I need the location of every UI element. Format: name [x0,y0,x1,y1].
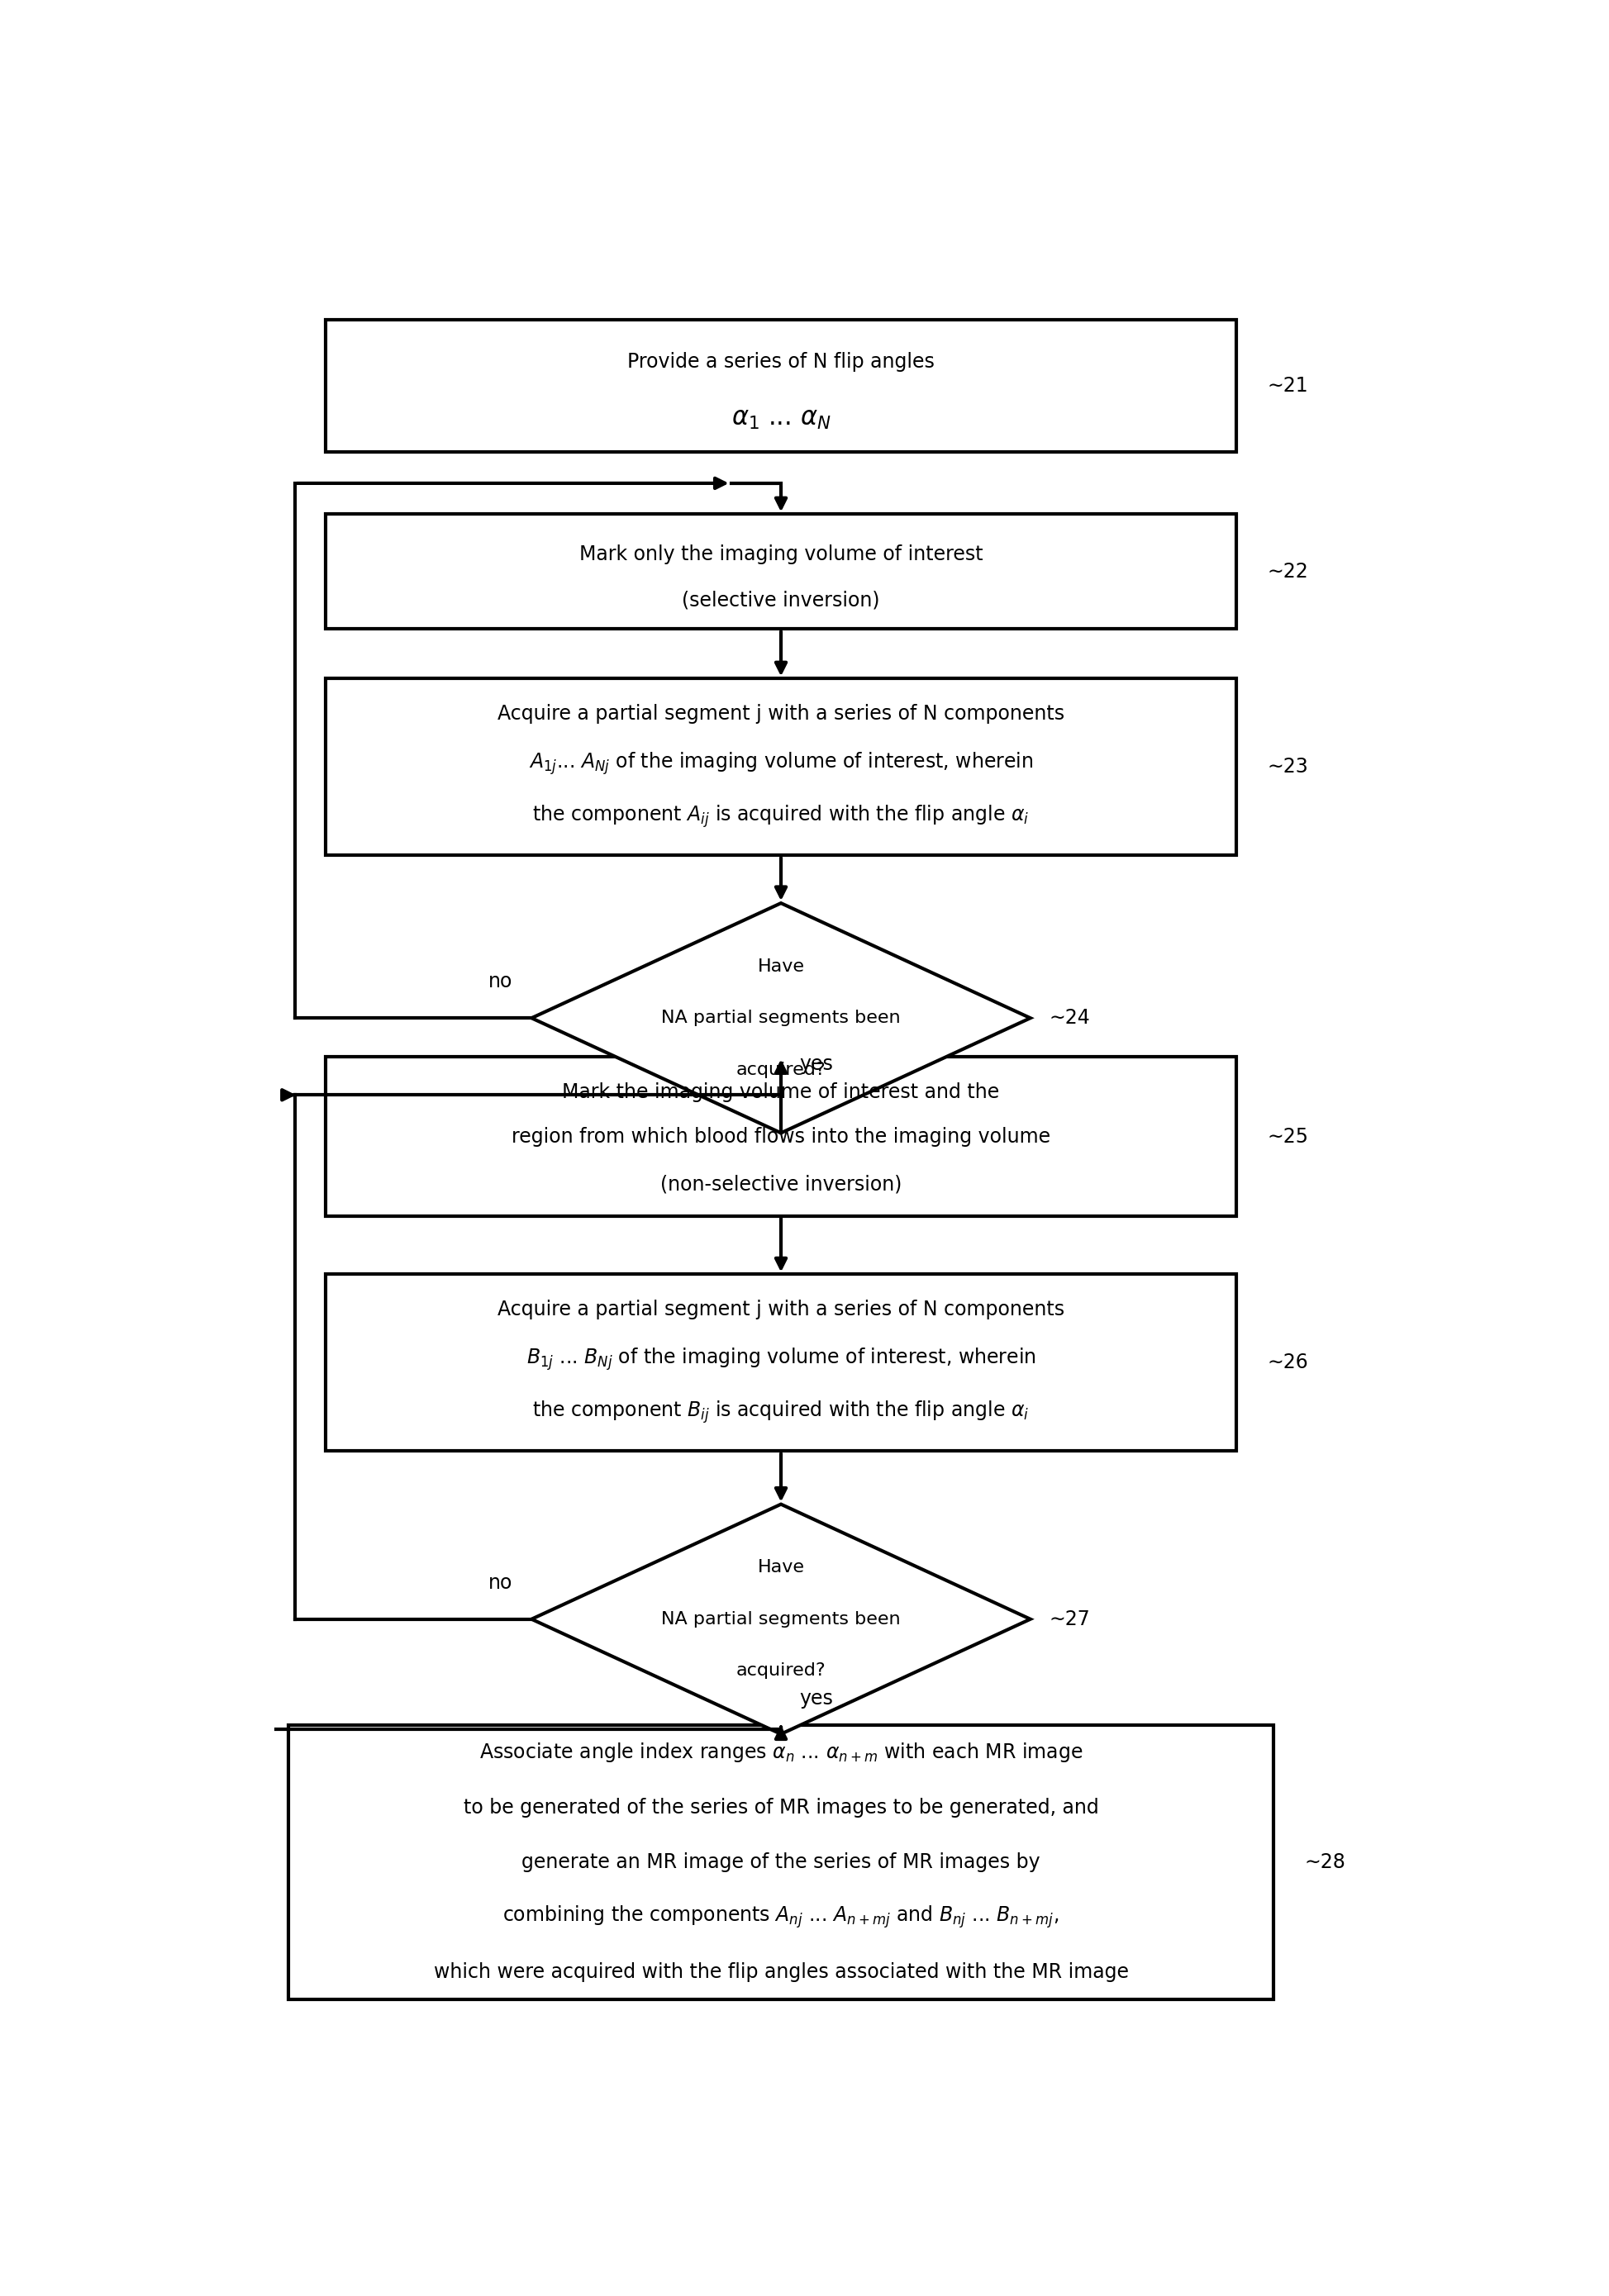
Text: ∼21: ∼21 [1268,377,1308,395]
Text: Acquire a partial segment j with a series of N components: Acquire a partial segment j with a serie… [497,705,1065,723]
Text: to be generated of the series of MR images to be generated, and: to be generated of the series of MR imag… [463,1798,1099,1818]
Text: ∼25: ∼25 [1268,1127,1308,1146]
FancyBboxPatch shape [327,1056,1236,1217]
Text: acquired?: acquired? [735,1662,825,1678]
Text: yes: yes [800,1688,833,1708]
Text: the component $B_{ij}$ is acquired with the flip angle $\alpha_i$: the component $B_{ij}$ is acquired with … [533,1398,1030,1426]
Polygon shape [531,1504,1030,1733]
Text: no: no [489,971,513,992]
Text: Have: Have [758,1559,804,1575]
Text: (non-selective inversion): (non-selective inversion) [660,1173,901,1194]
Text: ∼23: ∼23 [1268,758,1308,776]
Polygon shape [531,902,1030,1132]
Text: region from which blood flows into the imaging volume: region from which blood flows into the i… [512,1127,1051,1146]
Text: Have: Have [758,957,804,974]
Text: $A_{1j}$... $A_{Nj}$ of the imaging volume of interest, wherein: $A_{1j}$... $A_{Nj}$ of the imaging volu… [529,751,1033,776]
Text: ∼26: ∼26 [1268,1352,1308,1373]
Text: ∼27: ∼27 [1049,1609,1091,1630]
Text: Acquire a partial segment j with a series of N components: Acquire a partial segment j with a serie… [497,1300,1065,1320]
Text: NA partial segments been: NA partial segments been [661,1010,901,1026]
Text: generate an MR image of the series of MR images by: generate an MR image of the series of MR… [521,1853,1041,1871]
FancyBboxPatch shape [327,680,1236,856]
FancyBboxPatch shape [327,319,1236,452]
Text: Provide a series of N flip angles: Provide a series of N flip angles [628,351,935,372]
FancyBboxPatch shape [288,1724,1274,2000]
Text: $\alpha_1$ ... $\alpha_N$: $\alpha_1$ ... $\alpha_N$ [730,406,830,432]
FancyBboxPatch shape [327,514,1236,629]
Text: ∼22: ∼22 [1268,563,1308,581]
Text: the component $A_{ij}$ is acquired with the flip angle $\alpha_i$: the component $A_{ij}$ is acquired with … [533,804,1030,829]
Text: acquired?: acquired? [735,1061,825,1079]
Text: (selective inversion): (selective inversion) [682,590,880,611]
Text: which were acquired with the flip angles associated with the MR image: which were acquired with the flip angles… [433,1961,1128,1981]
Text: NA partial segments been: NA partial segments been [661,1612,901,1628]
Text: no: no [489,1573,513,1593]
Text: ∼24: ∼24 [1049,1008,1091,1029]
Text: combining the components $A_{nj}$ ... $A_{n+mj}$ and $B_{nj}$ ... $B_{n+mj}$,: combining the components $A_{nj}$ ... $A… [504,1903,1059,1931]
Text: Associate angle index ranges $\alpha_n$ ... $\alpha_{n+m}$ with each MR image: Associate angle index ranges $\alpha_n$ … [479,1740,1083,1763]
Text: ∼28: ∼28 [1305,1853,1345,1871]
FancyBboxPatch shape [327,1274,1236,1451]
Text: Mark the imaging volume of interest and the: Mark the imaging volume of interest and … [562,1081,999,1102]
Text: $B_{1j}$ ... $B_{Nj}$ of the imaging volume of interest, wherein: $B_{1j}$ ... $B_{Nj}$ of the imaging vol… [526,1345,1036,1373]
Text: yes: yes [800,1054,833,1075]
Text: Mark only the imaging volume of interest: Mark only the imaging volume of interest [579,544,983,565]
